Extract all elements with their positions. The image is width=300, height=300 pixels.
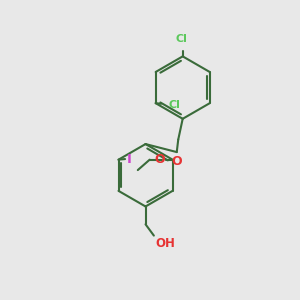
Text: Cl: Cl [168, 100, 180, 110]
Text: O: O [171, 155, 182, 168]
Text: Cl: Cl [175, 34, 187, 44]
Text: O: O [154, 153, 164, 166]
Text: I: I [127, 153, 131, 166]
Text: OH: OH [155, 237, 175, 250]
